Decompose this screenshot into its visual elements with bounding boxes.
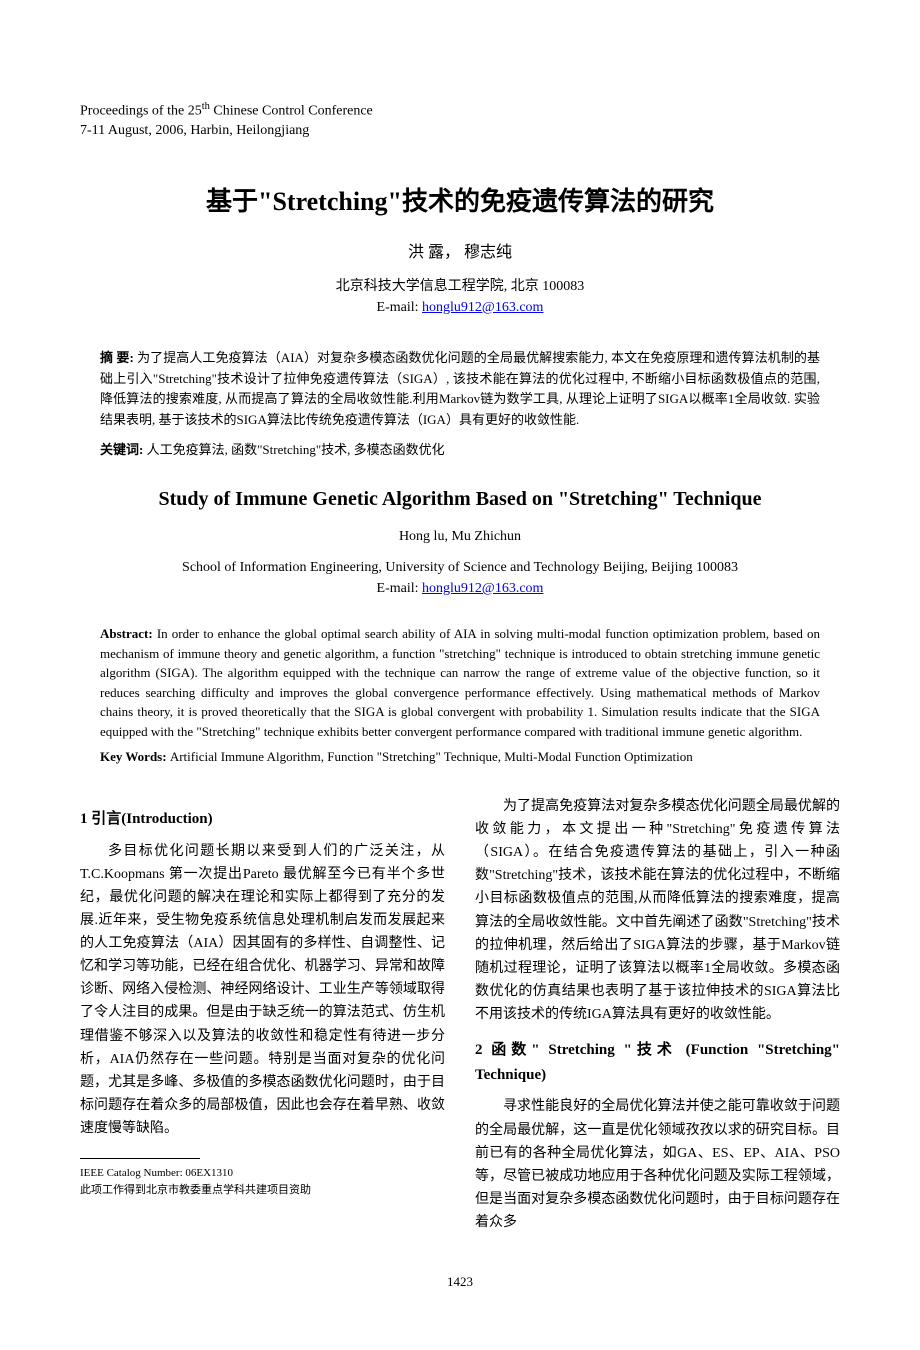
abstract-en-text: In order to enhance the global optimal s…: [100, 626, 820, 739]
affiliation-en-text: School of Information Engineering, Unive…: [182, 560, 738, 575]
proceedings-line1-post: Chinese Control Conference: [210, 104, 373, 119]
keywords-en-label: Key Words:: [100, 749, 170, 764]
keywords-english: Key Words: Artificial Immune Algorithm, …: [100, 749, 820, 765]
authors-english: Hong lu, Mu Zhichun: [80, 529, 840, 545]
keywords-chinese: 关键词: 人工免疫算法, 函数"Stretching"技术, 多模态函数优化: [100, 439, 820, 458]
title-chinese: 基于"Stretching"技术的免疫遗传算法的研究: [80, 181, 840, 218]
abstract-cn-label: 摘 要:: [100, 350, 137, 365]
title-english: Study of Immune Genetic Algorithm Based …: [80, 488, 840, 511]
keywords-cn-label: 关键词:: [100, 442, 147, 457]
email-link-cn[interactable]: honglu912@163.com: [422, 300, 543, 315]
section1-para1: 多目标优化问题长期以来受到人们的广泛关注，从T.C.Koopmans 第一次提出…: [80, 840, 445, 1140]
abstract-english: Abstract: In order to enhance the global…: [100, 624, 820, 741]
section2-title: 2 函数" Stretching "技术 (Function "Stretchi…: [475, 1038, 840, 1088]
abstract-cn-text: 为了提高人工免疫算法（AIA）对复杂多模态函数优化问题的全局最优解搜索能力, 本…: [100, 350, 820, 427]
email-label-cn: E-mail:: [377, 300, 423, 315]
affiliation-english: School of Information Engineering, Unive…: [80, 557, 840, 599]
body-columns: 1 引言(Introduction) 多目标优化问题长期以来受到人们的广泛关注，…: [80, 795, 840, 1234]
footnote-line2: 此项工作得到北京市教委重点学科共建项目资助: [80, 1182, 445, 1199]
authors-chinese: 洪 露， 穆志纯: [80, 238, 840, 262]
proceedings-line2: 7-11 August, 2006, Harbin, Heilongjiang: [80, 123, 309, 138]
email-label-en: E-mail:: [377, 581, 423, 596]
abstract-chinese: 摘 要: 为了提高人工免疫算法（AIA）对复杂多模态函数优化问题的全局最优解搜索…: [100, 348, 820, 431]
footnote-divider: [80, 1158, 200, 1159]
section1-para2: 为了提高免疫算法对复杂多模态优化问题全局最优解的收敛能力，本文提出一种"Stre…: [475, 795, 840, 1026]
proceedings-line1-pre: Proceedings of the 25: [80, 104, 202, 119]
affiliation-chinese: 北京科技大学信息工程学院, 北京 100083 E-mail: honglu91…: [80, 276, 840, 318]
email-link-en[interactable]: honglu912@163.com: [422, 581, 543, 596]
section2-para1: 寻求性能良好的全局优化算法并使之能可靠收敛于问题的全局最优解，这一直是优化领域孜…: [475, 1095, 840, 1234]
affiliation-cn-text: 北京科技大学信息工程学院, 北京 100083: [336, 279, 585, 294]
footnote-line1: IEEE Catalog Number: 06EX1310: [80, 1165, 445, 1182]
footnotes: IEEE Catalog Number: 06EX1310 此项工作得到北京市教…: [80, 1165, 445, 1198]
page-number: 1423: [80, 1274, 840, 1290]
abstract-en-label: Abstract:: [100, 626, 157, 641]
proceedings-sup: th: [202, 101, 210, 112]
keywords-cn-text: 人工免疫算法, 函数"Stretching"技术, 多模态函数优化: [147, 442, 445, 457]
keywords-en-text: Artificial Immune Algorithm, Function "S…: [170, 749, 693, 764]
proceedings-header: Proceedings of the 25th Chinese Control …: [80, 100, 840, 141]
section1-title: 1 引言(Introduction): [80, 807, 445, 832]
